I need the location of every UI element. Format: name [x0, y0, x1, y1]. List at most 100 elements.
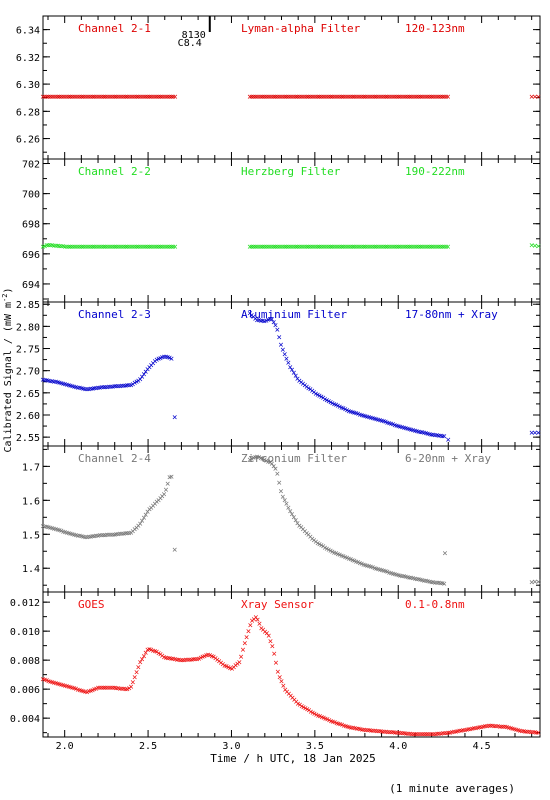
data-point: ×	[427, 430, 432, 440]
data-point: ×	[171, 242, 176, 252]
data-point: ×	[97, 242, 102, 252]
data-point: ×	[95, 384, 100, 394]
data-point: ×	[442, 92, 447, 102]
data-point: ×	[163, 92, 168, 102]
data-point: ×	[293, 372, 298, 382]
data-point: ×	[40, 522, 45, 532]
data-point: ×	[387, 242, 392, 252]
data-point: ×	[431, 242, 436, 252]
data-point: ×	[352, 92, 357, 102]
data-point: ×	[434, 431, 439, 441]
data-point: ×	[379, 242, 384, 252]
data-point: ×	[315, 92, 320, 102]
data-point: ×	[376, 415, 381, 425]
data-point: ×	[455, 727, 460, 737]
y-tick-label: 6.26	[16, 135, 40, 146]
data-point: ×	[128, 92, 133, 102]
data-point: ×	[262, 627, 267, 637]
data-point: ×	[158, 650, 163, 660]
data-point: ×	[534, 728, 539, 738]
data-point: ×	[311, 92, 316, 102]
data-point: ×	[112, 684, 117, 694]
data-point: ×	[328, 398, 333, 408]
data-point: ×	[319, 242, 324, 252]
data-point: ×	[103, 383, 108, 393]
data-point: ×	[443, 242, 448, 252]
data-point: ×	[104, 383, 109, 393]
data-point: ×	[357, 410, 362, 420]
data-point: ×	[313, 92, 318, 102]
data-point: ×	[350, 556, 355, 566]
data-point: ×	[357, 559, 362, 569]
data-point: ×	[194, 655, 199, 665]
data-point: ×	[398, 571, 403, 581]
data-point: ×	[275, 470, 280, 480]
data-point: ×	[141, 242, 146, 252]
data-point: ×	[401, 92, 406, 102]
data-point: ×	[306, 384, 311, 394]
data-point: ×	[82, 385, 87, 395]
data-point: ×	[275, 326, 280, 336]
data-point: ×	[123, 92, 128, 102]
data-point: ×	[62, 242, 67, 252]
data-point: ×	[420, 576, 425, 586]
data-point: ×	[145, 365, 150, 375]
data-point: ×	[440, 242, 445, 252]
data-point: ×	[359, 92, 364, 102]
panel-filter-label: Aluminium Filter	[241, 308, 347, 321]
data-point: ×	[73, 242, 78, 252]
data-point: ×	[119, 382, 124, 392]
data-point: ×	[436, 431, 441, 441]
data-point: ×	[249, 242, 254, 252]
data-point: ×	[104, 92, 109, 102]
data-point: ×	[267, 92, 272, 102]
data-point: ×	[453, 727, 458, 737]
data-point: ×	[517, 726, 522, 736]
data-point: ×	[319, 713, 324, 723]
data-point: ×	[425, 430, 430, 440]
data-point: ×	[90, 384, 95, 394]
y-tick-label: 0.008	[10, 656, 40, 667]
data-point: ×	[398, 242, 403, 252]
data-point: ×	[134, 242, 139, 252]
y-tick-label: 2.60	[16, 411, 40, 422]
data-point: ×	[350, 242, 355, 252]
data-point: ×	[264, 456, 269, 466]
data-point: ×	[426, 730, 431, 740]
data-point: ×	[326, 92, 331, 102]
data-point: ×	[265, 457, 270, 467]
y-tick-label: 702	[22, 160, 40, 171]
data-point: ×	[333, 549, 338, 559]
data-point: ×	[99, 383, 104, 393]
data-point: ×	[411, 730, 416, 740]
data-point: ×	[443, 92, 448, 102]
y-tick-label: 0.012	[10, 598, 40, 609]
data-point: ×	[130, 92, 135, 102]
data-point: ×	[116, 92, 121, 102]
data-point: ×	[259, 624, 264, 634]
data-point: ×	[64, 92, 69, 102]
data-point: ×	[388, 242, 393, 252]
data-point: ×	[123, 685, 128, 695]
data-point: ×	[300, 525, 305, 535]
data-point: ×	[335, 92, 340, 102]
data-point: ×	[304, 382, 309, 392]
data-point: ×	[508, 724, 513, 734]
data-point: ×	[44, 376, 49, 386]
data-point: ×	[49, 377, 54, 387]
data-point: ×	[532, 429, 537, 439]
data-point: ×	[265, 242, 270, 252]
y-tick-label: 6.30	[16, 80, 40, 91]
data-point: ×	[79, 384, 84, 394]
data-point: ×	[368, 413, 373, 423]
data-point: ×	[331, 400, 336, 410]
data-point: ×	[121, 242, 126, 252]
data-point: ×	[40, 92, 45, 102]
data-point: ×	[75, 242, 80, 252]
data-point: ×	[365, 92, 370, 102]
data-point: ×	[160, 652, 165, 662]
data-point: ×	[407, 425, 412, 435]
data-point: ×	[536, 428, 541, 438]
data-point: ×	[276, 92, 281, 102]
data-point: ×	[189, 655, 194, 665]
